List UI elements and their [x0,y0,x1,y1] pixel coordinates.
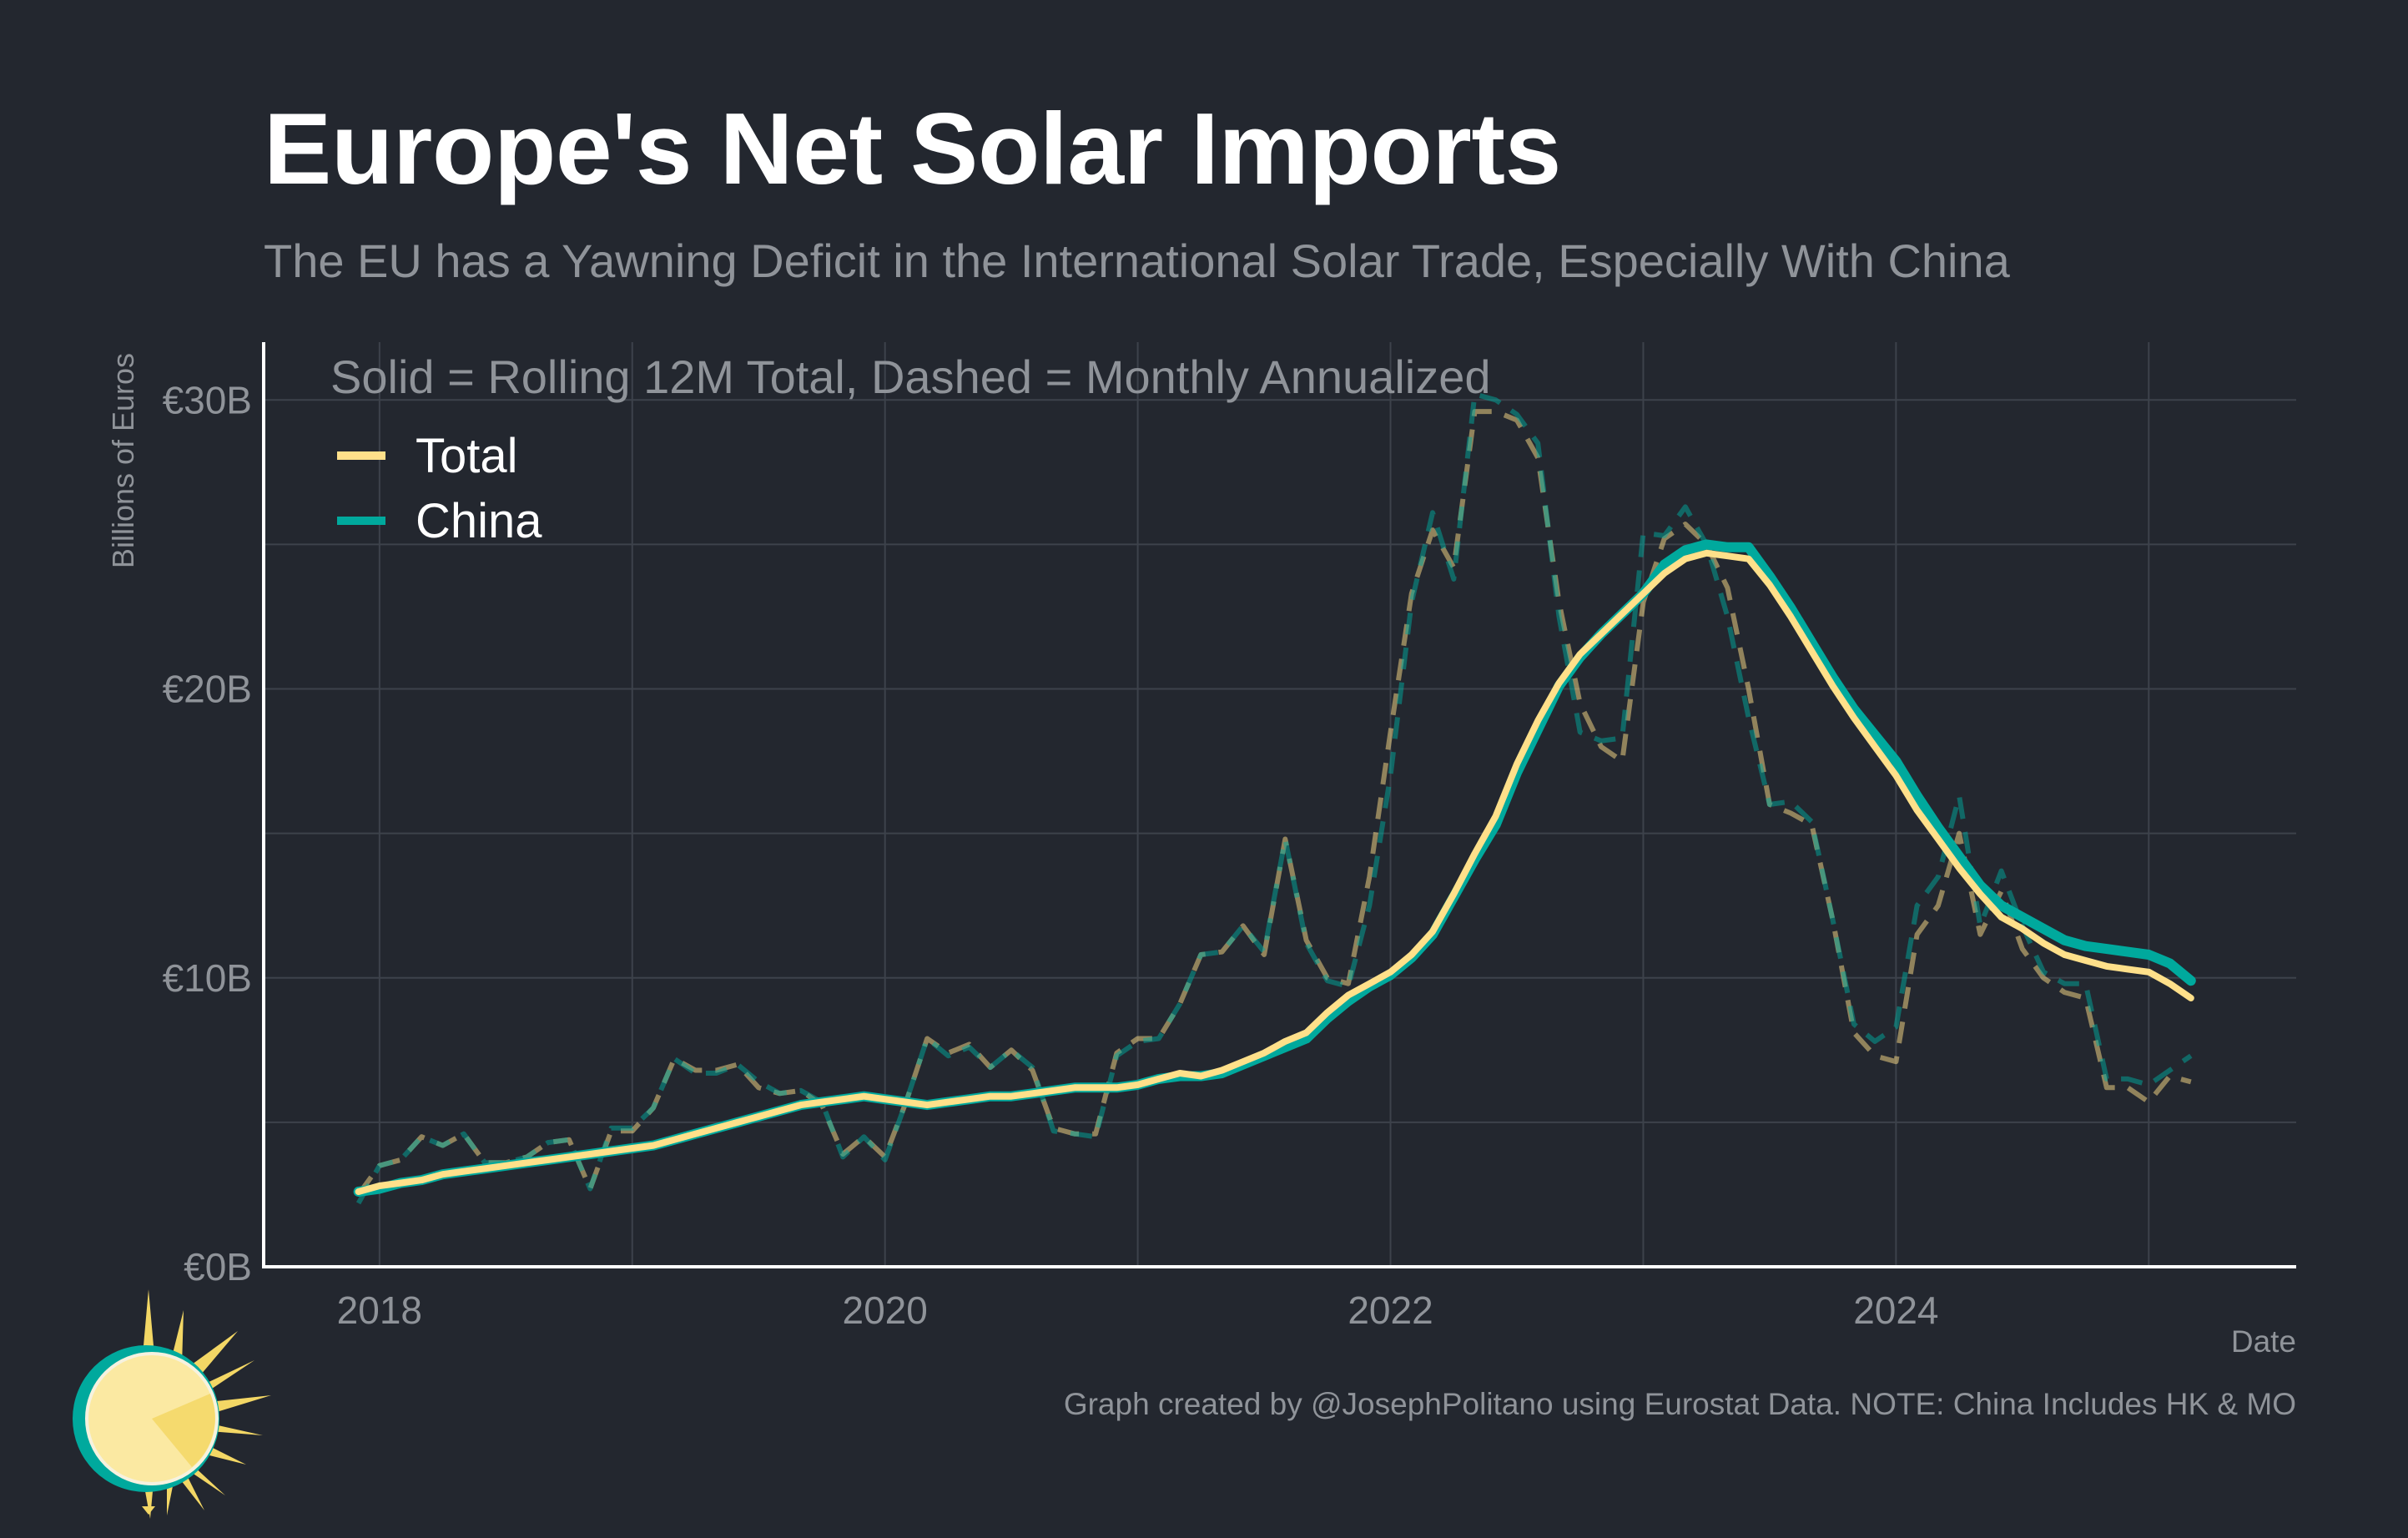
chart-note: Solid = Rolling 12M Total, Dashed = Mont… [330,350,1490,403]
y-tick-label: €30B [163,378,252,421]
dashed-series-layer [355,391,2193,1205]
x-tick-label: 2024 [1853,1288,1938,1332]
x-tick-label: 2018 [337,1288,422,1332]
y-tick-label: €20B [163,668,252,711]
grid-layer [264,342,2296,1267]
x-tick-label: 2022 [1348,1288,1433,1332]
legend-label-total: Total [416,429,518,483]
footer-credit: Graph created by @JosephPolitano using E… [1063,1387,2296,1421]
series-line-total-monthly [356,409,2192,1197]
y-tick-label: €10B [163,956,252,1000]
series-line-china-rolling [353,539,2196,1197]
sun-icon [73,1289,271,1519]
chart-title: Europe's Net Solar Imports [264,92,1561,205]
x-tick-label: 2020 [843,1288,928,1332]
legend-label-china: China [416,494,542,548]
x-axis-title: Date [2231,1324,2296,1359]
label-layer: Solid = Rolling 12M Total, Dashed = Mont… [106,350,2296,1359]
chart-subtitle: The EU has a Yawning Deficit in the Inte… [264,234,2010,287]
y-axis-title: Billions of Euros [106,353,140,568]
legend: Total China [337,429,542,548]
solid-series-layer [353,539,2196,1197]
y-tick-label: €0B [184,1245,252,1288]
axis-layer: €0B €10B €20B €30B 2018 2020 2022 2024 [163,342,2296,1332]
series-line-total-rolling [355,549,2194,1195]
series-line-china-monthly [355,391,2193,1205]
